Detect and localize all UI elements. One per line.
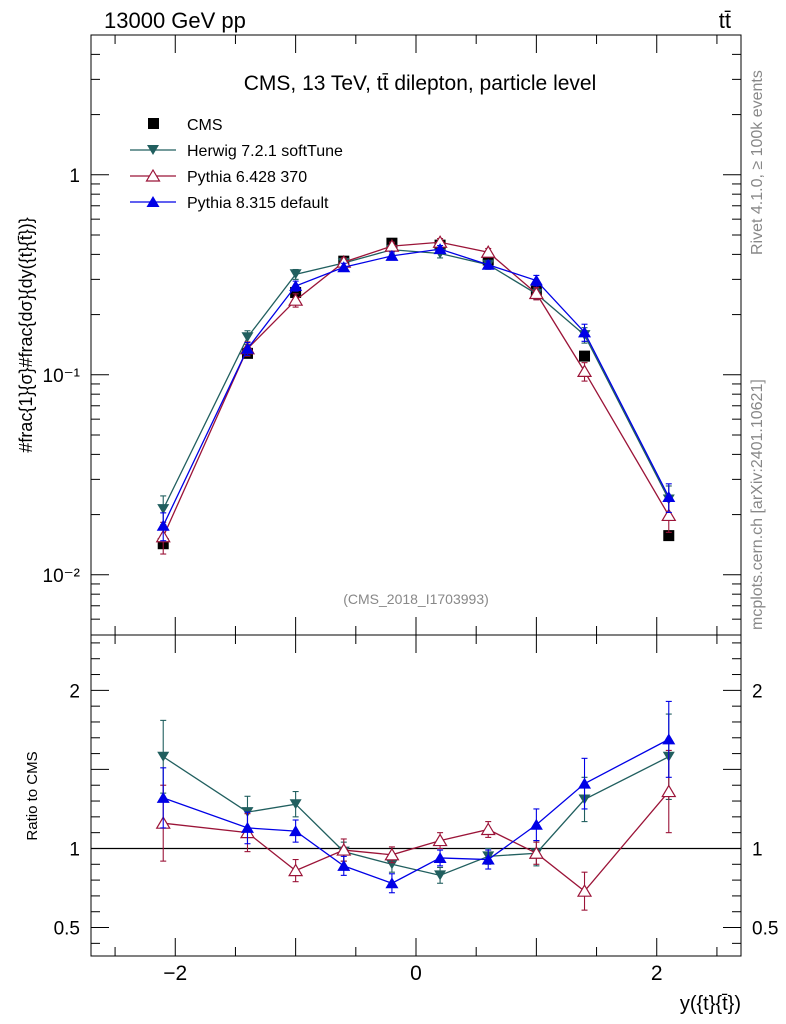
series-main-pythia-6-428-370 [155,235,677,555]
y-tick-label-ratio-right: 2 [752,681,763,702]
legend-entry-herwig: Herwig 7.2.1 softTune [130,143,343,160]
main-panel: CMS, 13 TeV, tt̄ dilepton, particle leve… [16,34,742,636]
ratio-ticks: 2 2 1 1 0.5 0.5 −2 0 2 [54,635,778,985]
data-point-ratio-pythia-8-315-default [481,853,495,865]
series-ratio-herwig-7-2-1-softtune [157,713,675,884]
data-point-ratio-pythia-6-428-370 [576,883,593,897]
data-point-ratio-pythia-8-315-default [662,733,676,745]
y-tick-label-main: 1 [69,166,80,187]
data-point-ratio-pythia-6-428-370 [384,847,400,861]
series-main-pythia-8-315-default [156,243,676,542]
legend-marker-cms [148,118,159,129]
data-point-ratio-herwig-7-2-1-softtune [289,799,302,810]
legend-marker-pythia6 [145,168,161,182]
legend-label-pythia8: Pythia 8.315 default [187,195,329,212]
data-point-ratio-pythia-6-428-370 [661,784,677,798]
legend-entry-pythia6: Pythia 6.428 370 [130,168,307,186]
series-line-main-pythia-6-428-370 [162,241,670,537]
y-tick-label-main: 10⁻² [43,566,81,587]
data-point-main-pythia-8-315-default [662,490,676,502]
data-point-main-pythia-6-428-370 [576,364,593,377]
x-tick-label: 0 [410,962,422,985]
data-point-ratio-pythia-8-315-default [337,859,351,871]
data-point-main-pythia-8-315-default [529,274,543,286]
analysis-watermark: (CMS_2018_I1703993) [343,591,489,607]
y-tick-label-ratio-right: 0.5 [752,919,778,940]
y-tick-label-ratio-left: 1 [69,839,80,860]
data-point-ratio-pythia-8-315-default [385,877,399,889]
data-point-ratio-pythia-8-315-default [529,818,543,830]
data-point-main-pythia-8-315-default [578,326,592,338]
data-point-ratio-herwig-7-2-1-softtune [385,859,398,870]
data-point-ratio-pythia-6-428-370 [336,842,352,856]
data-point-main-cms [579,350,591,362]
series-line-ratio-pythia-8-315-default [163,738,670,884]
mcplots-source-text: mcplots.cern.ch [arXiv:2401.10621] [749,379,766,630]
data-point-main-cms [663,530,675,542]
legend-label-herwig: Herwig 7.2.1 softTune [187,143,343,160]
data-point-ratio-herwig-7-2-1-softtune [157,751,170,762]
data-point-main-pythia-8-315-default [481,258,495,270]
main-title: CMS, 13 TeV, tt̄ dilepton, particle leve… [244,72,597,95]
data-point-main-pythia-6-428-370 [528,286,544,300]
legend-entry-cms: CMS [148,117,223,134]
series-line-ratio-pythia-6-428-370 [163,791,670,893]
series-main-herwig-7-2-1-softtune [157,244,675,526]
data-point-main-pythia-6-428-370 [661,508,677,522]
data-point-ratio-pythia-6-428-370 [528,846,544,859]
series-line-main-pythia-8-315-default [162,248,670,526]
legend: CMS Herwig 7.2.1 softTune Pythia 6.428 3… [130,117,343,212]
y-tick-label-ratio-right: 1 [752,839,763,860]
x-axis-label: y({t}{t̄}) [680,993,741,1015]
data-point-ratio-pythia-8-315-default [240,821,254,833]
legend-marker-herwig [147,145,159,155]
data-point-main-pythia-8-315-default [289,279,303,291]
main-ticks: 1 10⁻¹ 10⁻² [43,34,741,636]
y-tick-label-ratio-left: 0.5 [54,919,80,940]
series-ratio-pythia-6-428-370 [155,749,677,911]
legend-marker-pythia8 [146,196,160,207]
legend-label-cms: CMS [187,117,223,134]
main-y-label: #frac{1}{σ}#frac{dσ}{dy({t}{t̄})} [16,217,36,452]
data-point-main-pythia-8-315-default [156,519,170,531]
legend-label-pythia6: Pythia 6.428 370 [187,169,307,186]
data-point-main-pythia-8-315-default [240,342,254,354]
data-point-ratio-pythia-8-315-default [156,791,170,803]
data-point-main-pythia-6-428-370 [288,293,304,306]
data-point-ratio-herwig-7-2-1-softtune [434,870,447,881]
data-point-main-pythia-8-315-default [385,249,399,261]
data-point-ratio-pythia-6-428-370 [432,833,448,847]
y-tick-label-main: 10⁻¹ [43,366,81,387]
main-series [155,235,677,555]
y-tick-label-ratio-left: 2 [69,681,80,702]
data-point-main-herwig-7-2-1-softtune [289,269,302,280]
data-point-ratio-pythia-8-315-default [433,851,447,863]
series-line-main-herwig-7-2-1-softtune [162,249,670,510]
x-tick-label: −2 [163,962,187,985]
data-point-main-cms [290,286,302,298]
ratio-panel: Ratio to CMS y({t}{t̄}) 2 2 1 1 0.5 0.5 −2 0 2 [24,634,778,1015]
data-point-main-pythia-6-428-370 [480,245,496,258]
data-point-ratio-pythia-8-315-default [289,825,303,837]
data-point-main-herwig-7-2-1-softtune [241,332,254,343]
rivet-version-text: Rivet 4.1.0, ≥ 100k events [749,70,766,255]
energy-label: 13000 GeV pp [104,8,246,33]
series-ratio-pythia-8-315-default [156,700,676,894]
data-point-main-pythia-8-315-default [433,243,447,255]
data-point-main-pythia-8-315-default [337,261,351,273]
process-label: tt̄ [719,8,731,33]
x-tick-label: 2 [651,962,663,985]
ratio-y-label: Ratio to CMS [24,751,41,840]
data-point-main-herwig-7-2-1-softtune [157,504,170,515]
ratio-series [155,700,677,911]
ratio-frame [90,634,742,957]
data-point-ratio-pythia-6-428-370 [288,863,304,877]
data-point-ratio-pythia-8-315-default [578,777,592,789]
data-point-ratio-pythia-6-428-370 [480,822,496,836]
legend-entry-pythia8: Pythia 8.315 default [130,195,329,212]
series-line-ratio-herwig-7-2-1-softtune [162,756,670,877]
